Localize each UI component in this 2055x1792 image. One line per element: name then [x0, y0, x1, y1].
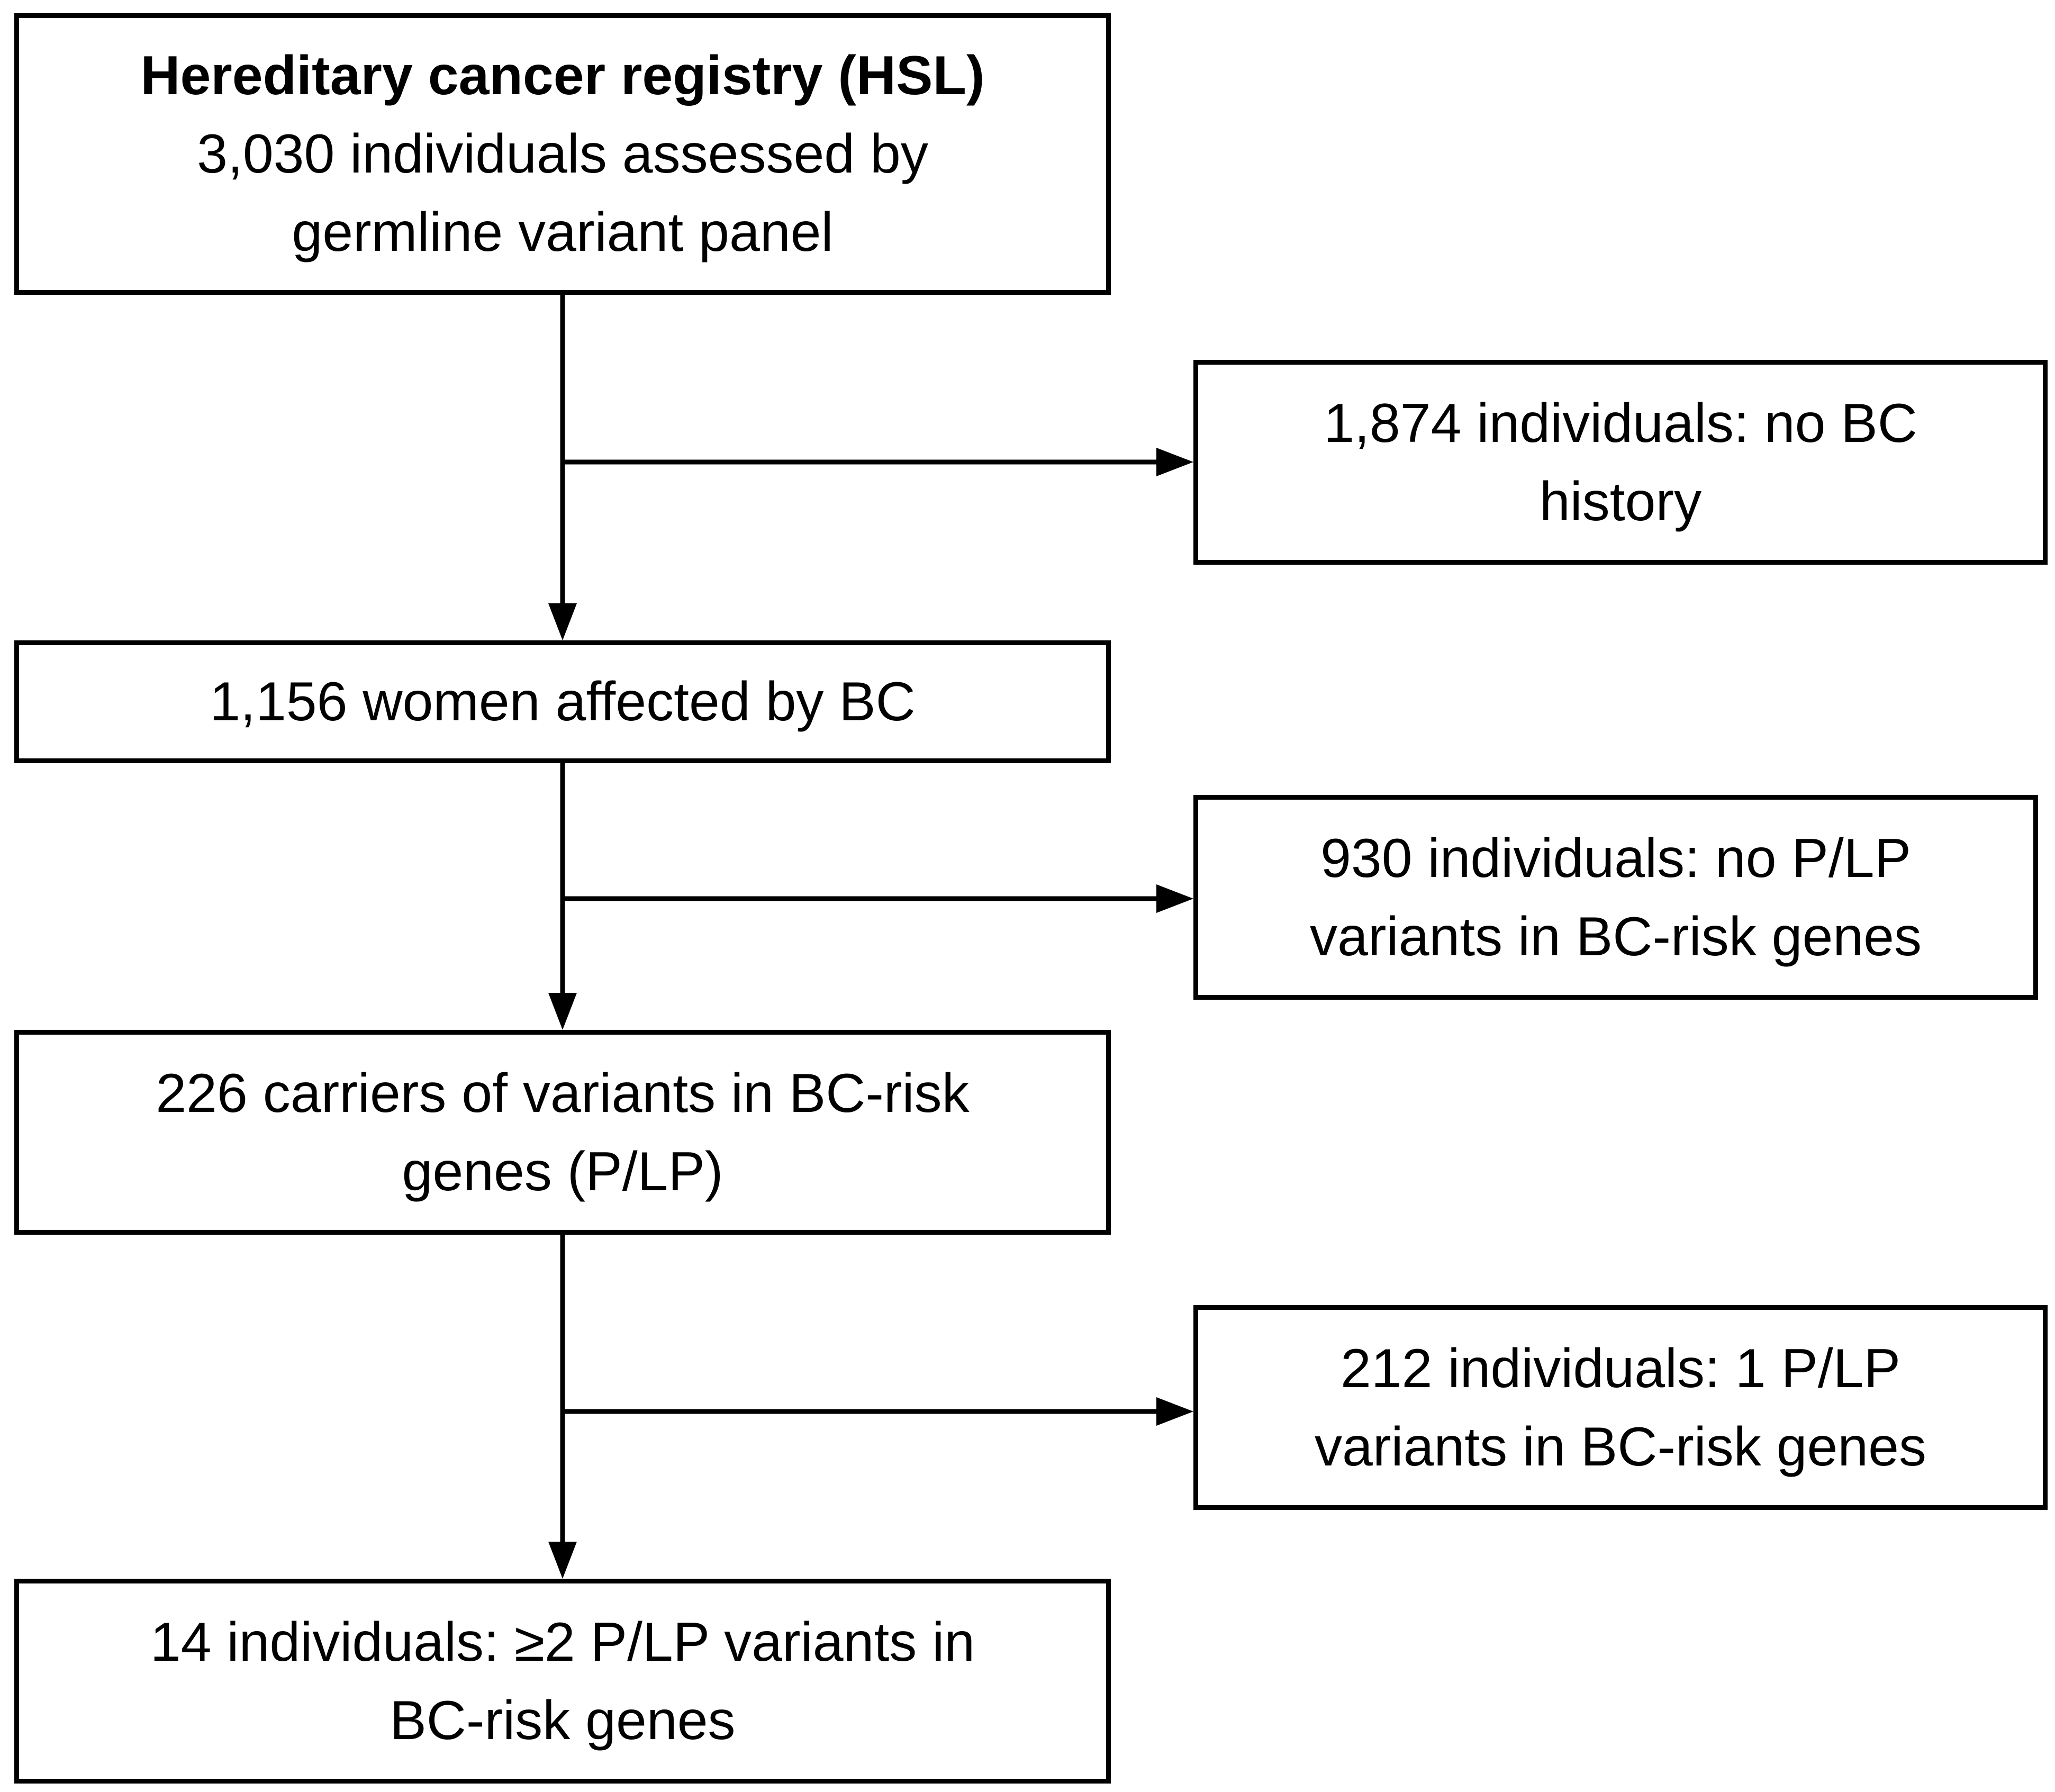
node-women-line1: 1,156 women affected by BC [210, 671, 916, 732]
node-registry-title: Hereditary cancer registry (HSL) [140, 45, 985, 106]
node-registry-line1: 3,030 individuals assessed by [197, 123, 928, 185]
node-carriers: 226 carriers of variants in BC-risk gene… [14, 1030, 1111, 1235]
arrowhead-to-two-plp [548, 1542, 577, 1579]
node-two-plp-line2: BC-risk genes [390, 1689, 736, 1751]
node-two-plp-line1: 14 individuals: ≥2 P/LP variants in [150, 1611, 975, 1673]
node-registry: Hereditary cancer registry (HSL) 3,030 i… [14, 13, 1111, 295]
node-no-bc-history: 1,874 individuals: no BC history [1193, 360, 2048, 565]
node-carriers-line2: genes (P/LP) [402, 1141, 723, 1202]
arrowhead-to-no-plp [1156, 884, 1193, 913]
node-carriers-line1: 226 carriers of variants in BC-risk [156, 1062, 970, 1124]
arrowhead-to-no-bc [1156, 448, 1193, 476]
node-no-plp-line1: 930 individuals: no P/LP [1320, 827, 1911, 889]
node-women-affected: 1,156 women affected by BC [14, 640, 1111, 763]
node-no-bc-line2: history [1539, 470, 1702, 532]
node-one-plp-variant: 212 individuals: 1 P/LP variants in BC-r… [1193, 1305, 2048, 1510]
node-no-plp-line2: variants in BC-risk genes [1310, 906, 1922, 967]
node-no-plp-variants: 930 individuals: no P/LP variants in BC-… [1193, 795, 2038, 1000]
node-one-plp-line1: 212 individuals: 1 P/LP [1340, 1337, 1901, 1399]
arrowhead-to-carriers [548, 993, 577, 1030]
arrowhead-to-one-plp [1156, 1397, 1193, 1426]
node-one-plp-line2: variants in BC-risk genes [1315, 1416, 1926, 1478]
node-no-bc-line1: 1,874 individuals: no BC [1324, 392, 1917, 454]
arrowhead-to-women [548, 603, 577, 640]
node-two-plus-plp-variants: 14 individuals: ≥2 P/LP variants in BC-r… [14, 1579, 1111, 1784]
node-registry-line2: germline variant panel [292, 202, 834, 263]
